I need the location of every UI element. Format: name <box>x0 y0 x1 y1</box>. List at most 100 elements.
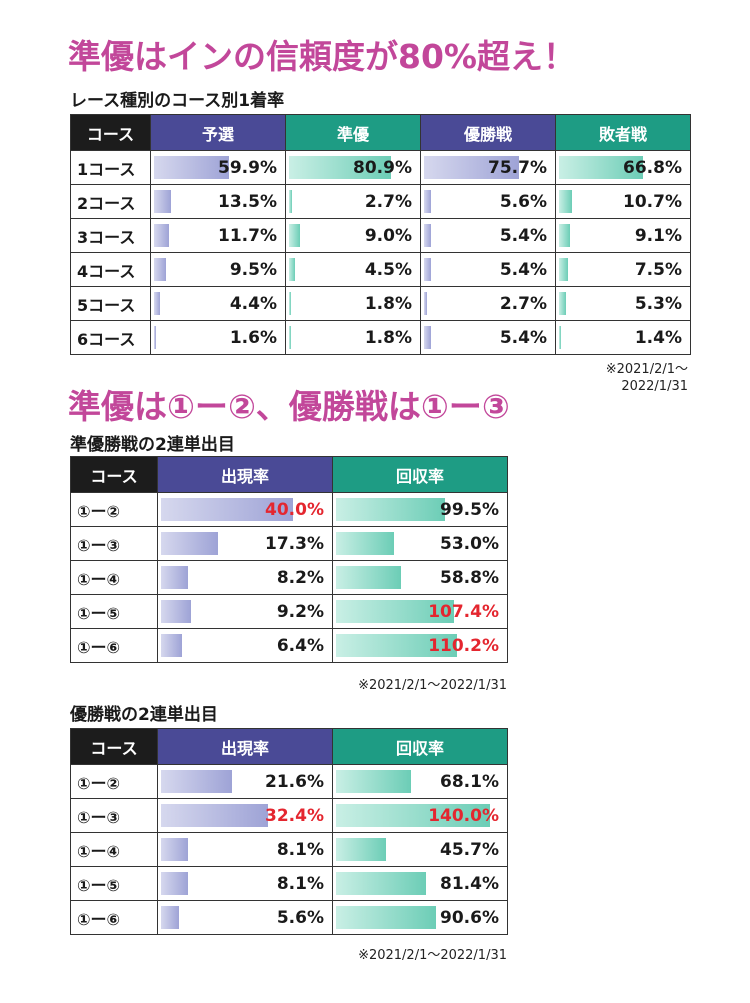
value-label: 53.0% <box>440 533 499 554</box>
table-row: ①ー④ 8.1% 45.7% <box>70 832 508 867</box>
value-cell: 8.2% <box>157 560 333 595</box>
row-label: ①ー⑥ <box>70 900 158 935</box>
value-cell: 5.6% <box>157 900 333 935</box>
date-range-note-3: ※2021/2/1～2022/1/31 <box>358 948 507 963</box>
value-cell: 17.3% <box>157 526 333 561</box>
value-bar <box>336 566 401 589</box>
value-bar <box>424 292 428 315</box>
value-bar <box>161 498 293 521</box>
table-row: ①ー② 21.6% 68.1% <box>70 764 508 799</box>
section-3-title: 優勝戦の2連単出目 <box>70 705 218 725</box>
value-bar <box>559 190 573 213</box>
course-win-rate-table: コース 予選 準優 優勝戦 敗者戦 1コース 59.9% 80.9% 75.7% 66.8% 2コ… <box>70 114 691 355</box>
value-label: 11.7% <box>218 225 277 246</box>
value-label: 6.4% <box>276 635 324 656</box>
row-label: ①ー⑥ <box>70 628 158 663</box>
value-bar <box>424 190 432 213</box>
table-row: ①ー③ 32.4% 140.0% <box>70 798 508 833</box>
value-label: 99.5% <box>440 499 499 520</box>
value-bar <box>161 532 219 555</box>
header-1: 出現率 <box>157 728 333 765</box>
value-label: 68.1% <box>440 771 499 792</box>
value-label: 1.8% <box>364 293 412 314</box>
value-label: 17.3% <box>265 533 324 554</box>
table-row: ①ー⑤ 8.1% 81.4% <box>70 866 508 901</box>
value-cell: 1.4% <box>555 320 691 355</box>
table-row: ①ー⑥ 6.4% 110.2% <box>70 628 508 663</box>
value-bar <box>559 224 571 247</box>
header-2: 回収率 <box>332 728 508 765</box>
row-label: ①ー⑤ <box>70 594 158 629</box>
row-label: 6コース <box>70 320 151 355</box>
value-cell: 9.1% <box>555 218 691 253</box>
semifinal-exacta-table: コース 出現率 回収率 ①ー② 40.0% 99.5% ①ー③ 17.3% 53.0% ①ー④ 8… <box>70 456 508 663</box>
header-4: 敗者戦 <box>555 114 691 151</box>
date-range-note-2: ※2021/2/1～2022/1/31 <box>358 678 507 693</box>
value-bar <box>289 190 293 213</box>
value-cell: 1.8% <box>285 320 421 355</box>
value-label: 45.7% <box>440 839 499 860</box>
header-course: コース <box>70 728 158 765</box>
value-label: 21.6% <box>265 771 324 792</box>
row-label: 1コース <box>70 150 151 185</box>
value-label: 110.2% <box>428 635 499 656</box>
value-cell: 5.4% <box>420 320 556 355</box>
value-bar <box>154 292 160 315</box>
value-cell: 58.8% <box>332 560 508 595</box>
value-label: 80.9% <box>353 157 412 178</box>
table-row: 6コース 1.6% 1.8% 5.4% 1.4% <box>70 320 691 355</box>
table-row: ①ー② 40.0% 99.5% <box>70 492 508 527</box>
value-bar <box>336 600 455 623</box>
value-bar <box>161 770 233 793</box>
table-row: ①ー④ 8.2% 58.8% <box>70 560 508 595</box>
row-label: ①ー③ <box>70 798 158 833</box>
section-2-title: 準優勝戦の2連単出目 <box>70 435 235 455</box>
value-bar <box>336 906 436 929</box>
final-exacta-table: コース 出現率 回収率 ①ー② 21.6% 68.1% ①ー③ 32.4% 140.0% ①ー④… <box>70 728 508 935</box>
value-cell: 90.6% <box>332 900 508 935</box>
value-bar <box>336 770 411 793</box>
value-bar <box>154 258 166 281</box>
row-label: 3コース <box>70 218 151 253</box>
value-label: 59.9% <box>218 157 277 178</box>
value-cell: 2.7% <box>285 184 421 219</box>
value-label: 10.7% <box>623 191 682 212</box>
row-label: ①ー④ <box>70 560 158 595</box>
value-label: 32.4% <box>265 805 324 826</box>
value-cell: 11.7% <box>150 218 286 253</box>
section-1-title: レース種別のコース別1着率 <box>70 91 285 111</box>
value-bar <box>161 804 268 827</box>
value-cell: 99.5% <box>332 492 508 527</box>
value-cell: 13.5% <box>150 184 286 219</box>
value-cell: 1.8% <box>285 286 421 321</box>
value-label: 5.6% <box>499 191 547 212</box>
value-bar <box>336 872 426 895</box>
value-cell: 10.7% <box>555 184 691 219</box>
value-bar <box>289 224 301 247</box>
value-cell: 1.6% <box>150 320 286 355</box>
header-1: 予選 <box>150 114 286 151</box>
value-label: 4.5% <box>364 259 412 280</box>
value-bar <box>559 292 566 315</box>
value-label: 1.8% <box>364 327 412 348</box>
value-cell: 80.9% <box>285 150 421 185</box>
value-cell: 9.0% <box>285 218 421 253</box>
row-label: 5コース <box>70 286 151 321</box>
value-cell: 53.0% <box>332 526 508 561</box>
value-label: 5.4% <box>499 259 547 280</box>
value-cell: 59.9% <box>150 150 286 185</box>
row-label: ①ー④ <box>70 832 158 867</box>
value-label: 4.4% <box>229 293 277 314</box>
value-label: 75.7% <box>488 157 547 178</box>
table-row: 1コース 59.9% 80.9% 75.7% 66.8% <box>70 150 691 185</box>
value-cell: 4.4% <box>150 286 286 321</box>
headline-1: 準優はインの信頼度が80%超え！ <box>68 37 576 76</box>
value-bar <box>424 156 520 179</box>
header-2: 準優 <box>285 114 421 151</box>
value-label: 5.4% <box>499 327 547 348</box>
row-label: 4コース <box>70 252 151 287</box>
value-label: 2.7% <box>499 293 547 314</box>
value-cell: 6.4% <box>157 628 333 663</box>
value-cell: 5.3% <box>555 286 691 321</box>
date-range-note-1-line1: ※2021/2/1～ <box>605 362 688 377</box>
